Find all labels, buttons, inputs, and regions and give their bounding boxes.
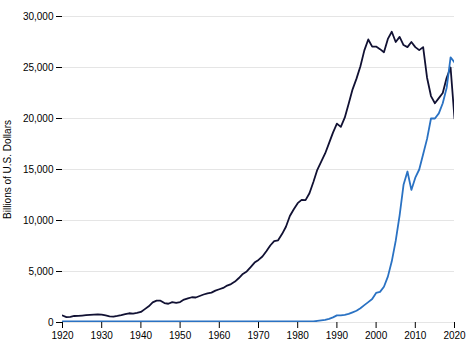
svg-text:1940: 1940 bbox=[130, 330, 153, 341]
svg-text:30,000: 30,000 bbox=[23, 11, 54, 22]
svg-text:1930: 1930 bbox=[91, 330, 114, 341]
svg-text:1960: 1960 bbox=[208, 330, 231, 341]
svg-text:2010: 2010 bbox=[404, 330, 427, 341]
svg-text:1970: 1970 bbox=[247, 330, 270, 341]
svg-text:10,000: 10,000 bbox=[23, 215, 54, 226]
svg-text:Billions of U.S. Dollars: Billions of U.S. Dollars bbox=[2, 120, 13, 219]
svg-text:1920: 1920 bbox=[51, 330, 74, 341]
svg-text:15,000: 15,000 bbox=[23, 164, 54, 175]
svg-text:2020: 2020 bbox=[443, 330, 466, 341]
svg-text:1950: 1950 bbox=[169, 330, 192, 341]
svg-text:5,000: 5,000 bbox=[28, 266, 53, 277]
svg-text:2000: 2000 bbox=[365, 330, 388, 341]
svg-text:20,000: 20,000 bbox=[23, 113, 54, 124]
svg-text:0: 0 bbox=[48, 317, 54, 328]
svg-text:1980: 1980 bbox=[287, 330, 310, 341]
svg-text:1990: 1990 bbox=[326, 330, 349, 341]
svg-text:25,000: 25,000 bbox=[23, 62, 54, 73]
